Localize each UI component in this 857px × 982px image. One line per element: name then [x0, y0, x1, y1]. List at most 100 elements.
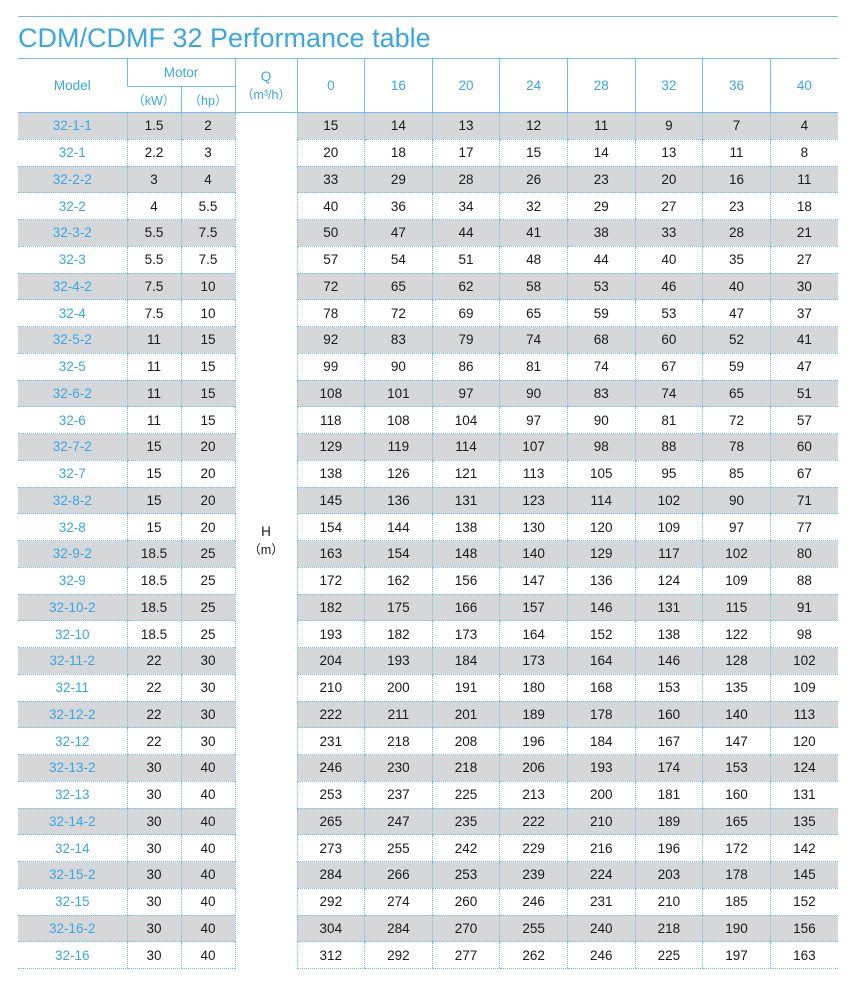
header-flow: 0: [296, 58, 365, 113]
head-value-cell: 224: [566, 861, 636, 889]
head-value-cell: 37: [769, 299, 838, 327]
head-value-cell: 20: [296, 139, 365, 167]
head-value-cell: 26: [499, 166, 568, 194]
model-cell: 32-10-2: [18, 594, 127, 622]
head-value-cell: 146: [634, 647, 703, 675]
model-cell: 32-6: [18, 406, 127, 434]
head-value-cell: 166: [431, 594, 500, 622]
head-value-cell: 157: [499, 594, 568, 622]
head-value-cell: 113: [499, 460, 568, 488]
motor-cell: 40: [180, 941, 236, 969]
head-value-cell: 108: [364, 406, 433, 434]
head-value-cell: 304: [296, 915, 365, 943]
motor-cell: 10: [180, 299, 236, 327]
model-cell: 32-5: [18, 353, 127, 381]
head-value-cell: 48: [499, 246, 568, 274]
head-value-cell: 98: [769, 620, 838, 648]
head-value-cell: 15: [296, 112, 365, 140]
model-cell: 32-12: [18, 727, 127, 755]
head-value-cell: 23: [566, 166, 636, 194]
model-cell: 32-7: [18, 460, 127, 488]
head-value-cell: 59: [566, 299, 636, 327]
model-cell: 32-3: [18, 246, 127, 274]
head-value-cell: 126: [364, 460, 433, 488]
head-value-cell: 4: [769, 112, 838, 140]
motor-cell: 22: [126, 727, 181, 755]
table-row: 32-12 22 30 231 218 208 196 184 167 147 120: [18, 727, 838, 755]
model-cell: 32-14-2: [18, 808, 127, 836]
head-value-cell: 72: [296, 273, 365, 301]
model-cell: 32-13: [18, 781, 127, 809]
head-value-cell: 7: [702, 112, 771, 140]
head-value-cell: 160: [634, 701, 703, 729]
motor-cell: 15: [180, 406, 236, 434]
motor-cell: 18.5: [126, 540, 181, 568]
model-cell: 32-5-2: [18, 326, 127, 354]
head-value-cell: 277: [431, 941, 500, 969]
head-value-cell: 265: [296, 808, 365, 836]
motor-cell: 4: [126, 192, 181, 220]
table-row: 32-5 11 15 99 90 86 81 74 67 59 47: [18, 353, 838, 381]
head-value-cell: 172: [296, 567, 365, 595]
head-value-cell: 231: [566, 888, 636, 916]
head-value-cell: 168: [566, 674, 636, 702]
head-value-cell: 41: [769, 326, 838, 354]
head-value-cell: 255: [364, 834, 433, 862]
head-value-cell: 120: [769, 727, 838, 755]
head-value-cell: 44: [431, 219, 500, 247]
head-value-cell: 148: [431, 540, 500, 568]
head-value-cell: 30: [769, 273, 838, 301]
head-value-cell: 12: [499, 112, 568, 140]
model-cell: 32-8-2: [18, 487, 127, 515]
table-row: 32-9-2 18.5 25 163 154 148 140 129 117 102 80: [18, 540, 838, 568]
head-value-cell: 178: [702, 861, 771, 889]
motor-cell: 1.5: [126, 112, 181, 140]
head-value-cell: 255: [499, 915, 568, 943]
head-value-cell: 231: [296, 727, 365, 755]
header-flow: 16: [364, 58, 433, 113]
motor-cell: 40: [180, 754, 236, 782]
motor-cell: 5.5: [126, 219, 181, 247]
head-value-cell: 81: [499, 353, 568, 381]
head-value-cell: 27: [634, 192, 703, 220]
model-cell: 32-1: [18, 139, 127, 167]
head-value-cell: 90: [566, 406, 636, 434]
head-value-cell: 28: [431, 166, 500, 194]
head-value-cell: 197: [702, 941, 771, 969]
head-value-cell: 230: [364, 754, 433, 782]
head-value-cell: 20: [634, 166, 703, 194]
head-value-cell: 40: [296, 192, 365, 220]
motor-cell: 22: [126, 701, 181, 729]
head-value-cell: 65: [499, 299, 568, 327]
head-value-cell: 109: [634, 513, 703, 541]
table-row: 32-16-2 30 40 304 284 270 255 240 218 190 156: [18, 915, 838, 943]
table-row: 32-6-2 11 15 108 101 97 90 83 74 65 51: [18, 380, 838, 408]
motor-cell: 11: [126, 406, 181, 434]
head-value-cell: 108: [296, 380, 365, 408]
head-value-cell: 18: [769, 192, 838, 220]
h-label: H: [261, 523, 271, 539]
head-value-cell: 262: [499, 941, 568, 969]
head-value-cell: 147: [499, 567, 568, 595]
model-cell: 32-12-2: [18, 701, 127, 729]
head-value-cell: 163: [769, 941, 838, 969]
head-value-cell: 204: [296, 647, 365, 675]
head-value-cell: 145: [769, 861, 838, 889]
head-value-cell: 216: [566, 834, 636, 862]
table-row: 32-10-2 18.5 25 182 175 166 157 146 131 115 91: [18, 594, 838, 622]
head-value-cell: 67: [769, 460, 838, 488]
head-value-cell: 247: [364, 808, 433, 836]
motor-cell: 40: [180, 915, 236, 943]
head-value-cell: 206: [499, 754, 568, 782]
motor-cell: 40: [180, 861, 236, 889]
head-value-cell: 11: [769, 166, 838, 194]
head-value-cell: 95: [634, 460, 703, 488]
head-value-cell: 47: [364, 219, 433, 247]
head-value-cell: 222: [296, 701, 365, 729]
head-value-cell: 15: [499, 139, 568, 167]
head-value-cell: 118: [296, 406, 365, 434]
head-value-cell: 200: [364, 674, 433, 702]
head-value-cell: 292: [364, 941, 433, 969]
head-value-cell: 191: [431, 674, 500, 702]
motor-cell: 30: [126, 915, 181, 943]
